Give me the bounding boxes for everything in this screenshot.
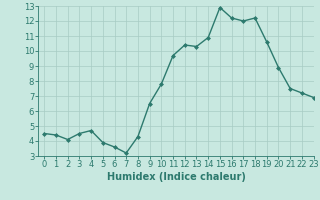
X-axis label: Humidex (Indice chaleur): Humidex (Indice chaleur): [107, 172, 245, 182]
